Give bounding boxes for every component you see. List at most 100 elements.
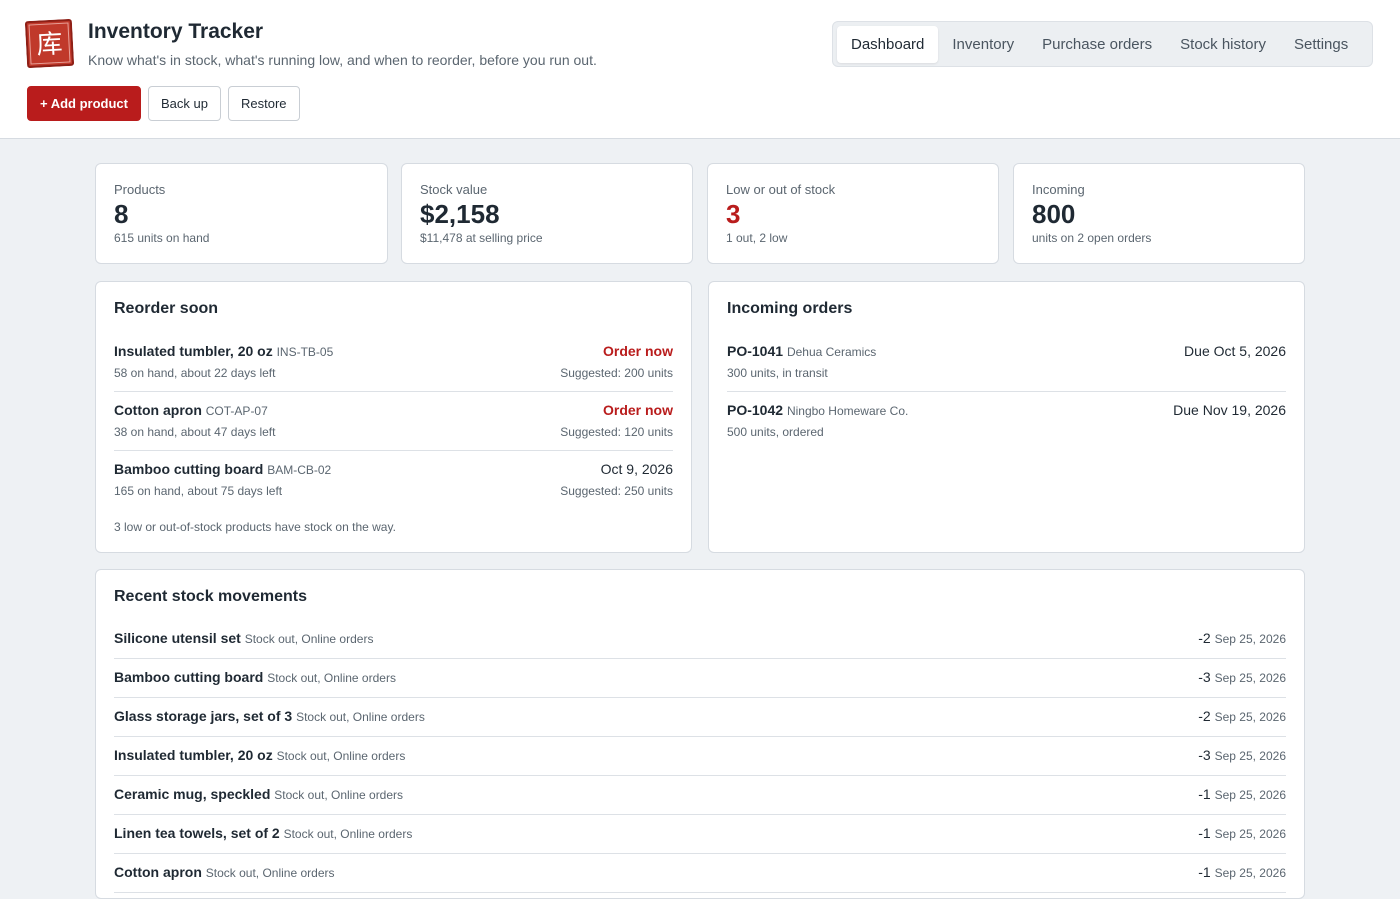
stock-detail: 38 on hand, about 47 days left xyxy=(114,425,276,439)
suggested-qty: Suggested: 120 units xyxy=(560,425,673,439)
list-item[interactable]: Silicone utensil set Stock out, Online o… xyxy=(114,620,1286,659)
quantity-change: -3 xyxy=(1198,669,1211,685)
list-item[interactable]: PO-1041 Dehua Ceramics 300 units, in tra… xyxy=(727,333,1286,392)
stat-card-stock-value: Stock value $2,158 $11,478 at selling pr… xyxy=(401,163,693,264)
tab-inventory[interactable]: Inventory xyxy=(952,35,1015,53)
movement-detail: Stock out, Online orders xyxy=(274,788,404,802)
list-item[interactable]: Linen tea towels, set of 2 Stock out, On… xyxy=(114,815,1286,854)
panel-title: Reorder soon xyxy=(114,300,219,317)
product-name: Cotton apron xyxy=(114,402,202,418)
sku: COT-AP-07 xyxy=(205,404,268,418)
movement-date: Sep 25, 2026 xyxy=(1214,671,1286,685)
due-date: Due Nov 19, 2026 xyxy=(1173,402,1286,418)
stat-sub: $11,478 at selling price xyxy=(420,231,543,245)
stat-card-incoming: Incoming 800 units on 2 open orders xyxy=(1013,163,1305,264)
quantity-change: -2 xyxy=(1198,630,1211,646)
movement-date: Sep 25, 2026 xyxy=(1214,788,1286,802)
movements-panel: Recent stock movements Silicone utensil … xyxy=(95,569,1305,899)
stat-value: 8 xyxy=(114,199,129,229)
order-detail: 300 units, in transit xyxy=(727,366,828,380)
tab-purchase-orders[interactable]: Purchase orders xyxy=(1042,35,1153,53)
movement-date: Sep 25, 2026 xyxy=(1214,632,1286,646)
quantity-change: -1 xyxy=(1198,786,1211,802)
product-name: Ceramic mug, speckled xyxy=(114,786,271,802)
movement-date: Sep 25, 2026 xyxy=(1214,749,1286,763)
supplier: Dehua Ceramics xyxy=(786,345,877,359)
svg-text:库: 库 xyxy=(36,29,64,60)
due-date: Due Oct 5, 2026 xyxy=(1184,343,1286,359)
backup-button[interactable]: Back up xyxy=(148,86,221,121)
stock-detail: 165 on hand, about 75 days left xyxy=(114,484,283,498)
sku: INS-TB-05 xyxy=(276,345,334,359)
reorder-panel: Reorder soon Insulated tumbler, 20 oz IN… xyxy=(95,281,692,553)
reorder-date: Oct 9, 2026 xyxy=(600,461,673,477)
supplier: Ningbo Homeware Co. xyxy=(786,404,909,418)
list-item[interactable]: Insulated tumbler, 20 oz Stock out, Onli… xyxy=(114,737,1286,776)
list-item[interactable]: Cotton apron Stock out, Online orders -1… xyxy=(114,854,1286,893)
list-item[interactable]: PO-1042 Ningbo Homeware Co. 500 units, o… xyxy=(727,392,1286,451)
stat-sub: 1 out, 2 low xyxy=(726,231,788,245)
panel-title: Recent stock movements xyxy=(114,588,307,605)
quantity-change: -2 xyxy=(1198,708,1211,724)
movement-date: Sep 25, 2026 xyxy=(1214,866,1286,880)
app-title: Inventory Tracker xyxy=(88,20,264,43)
stat-value: 3 xyxy=(726,199,741,229)
product-name: Linen tea towels, set of 2 xyxy=(114,825,280,841)
stat-card-low-stock: Low or out of stock 3 1 out, 2 low xyxy=(707,163,999,264)
po-number: PO-1041 xyxy=(727,343,784,359)
sku: BAM-CB-02 xyxy=(267,463,332,477)
movement-detail: Stock out, Online orders xyxy=(283,827,413,841)
stock-detail: 58 on hand, about 22 days left xyxy=(114,366,276,380)
header-actions: + Add product Back up Restore xyxy=(27,86,300,121)
stat-card-products: Products 8 615 units on hand xyxy=(95,163,388,264)
movements-list: Silicone utensil set Stock out, Online o… xyxy=(114,620,1286,893)
movement-detail: Stock out, Online orders xyxy=(296,710,425,724)
order-detail: 500 units, ordered xyxy=(727,425,824,439)
product-name: Cotton apron xyxy=(114,864,202,880)
list-item[interactable]: Bamboo cutting board BAM-CB-02 165 on ha… xyxy=(114,451,673,510)
suggested-qty: Suggested: 250 units xyxy=(560,484,673,498)
po-number: PO-1042 xyxy=(727,402,784,418)
stat-label: Incoming xyxy=(1032,182,1085,197)
restore-button[interactable]: Restore xyxy=(227,86,300,121)
tab-settings[interactable]: Settings xyxy=(1294,35,1349,53)
main-nav: Dashboard Inventory Purchase orders Stoc… xyxy=(832,21,1373,67)
list-item[interactable]: Cotton apron COT-AP-07 38 on hand, about… xyxy=(114,392,673,451)
stat-label: Stock value xyxy=(420,182,488,197)
movement-date: Sep 25, 2026 xyxy=(1214,827,1286,841)
suggested-qty: Suggested: 200 units xyxy=(560,366,673,380)
stat-value: 800 xyxy=(1032,199,1076,229)
list-item[interactable]: Insulated tumbler, 20 oz INS-TB-05 58 on… xyxy=(114,333,673,392)
movement-detail: Stock out, Online orders xyxy=(244,632,374,646)
order-status: Order now xyxy=(602,402,673,418)
list-item[interactable]: Ceramic mug, speckled Stock out, Online … xyxy=(114,776,1286,815)
product-name: Bamboo cutting board xyxy=(114,669,264,685)
movement-date: Sep 25, 2026 xyxy=(1214,710,1286,724)
reorder-list: Insulated tumbler, 20 oz INS-TB-05 58 on… xyxy=(114,333,673,510)
movement-detail: Stock out, Online orders xyxy=(205,866,335,880)
app-header: 库 Inventory Tracker Know what's in stock… xyxy=(0,0,1400,139)
logo-icon: 库 xyxy=(24,18,75,69)
stat-sub: units on 2 open orders xyxy=(1032,231,1152,245)
product-name: Insulated tumbler, 20 oz xyxy=(114,343,273,359)
order-status: Order now xyxy=(602,343,673,359)
list-item[interactable]: Bamboo cutting board Stock out, Online o… xyxy=(114,659,1286,698)
quantity-change: -1 xyxy=(1198,864,1211,880)
stat-value: $2,158 xyxy=(420,199,500,229)
movement-detail: Stock out, Online orders xyxy=(267,671,396,685)
product-name: Glass storage jars, set of 3 xyxy=(114,708,293,724)
stat-label: Products xyxy=(114,182,166,197)
incoming-list: PO-1041 Dehua Ceramics 300 units, in tra… xyxy=(727,333,1286,451)
product-name: Silicone utensil set xyxy=(114,630,241,646)
product-name: Bamboo cutting board xyxy=(114,461,264,477)
quantity-change: -3 xyxy=(1198,747,1211,763)
list-item[interactable]: Glass storage jars, set of 3 Stock out, … xyxy=(114,698,1286,737)
reorder-note: 3 low or out-of-stock products have stoc… xyxy=(114,520,396,534)
tab-dashboard[interactable]: Dashboard xyxy=(837,25,939,63)
movement-detail: Stock out, Online orders xyxy=(276,749,406,763)
stat-label: Low or out of stock xyxy=(726,182,836,197)
app-subtitle: Know what's in stock, what's running low… xyxy=(88,52,597,68)
tab-stock-history[interactable]: Stock history xyxy=(1180,35,1267,53)
add-product-button[interactable]: + Add product xyxy=(27,86,141,121)
quantity-change: -1 xyxy=(1198,825,1211,841)
